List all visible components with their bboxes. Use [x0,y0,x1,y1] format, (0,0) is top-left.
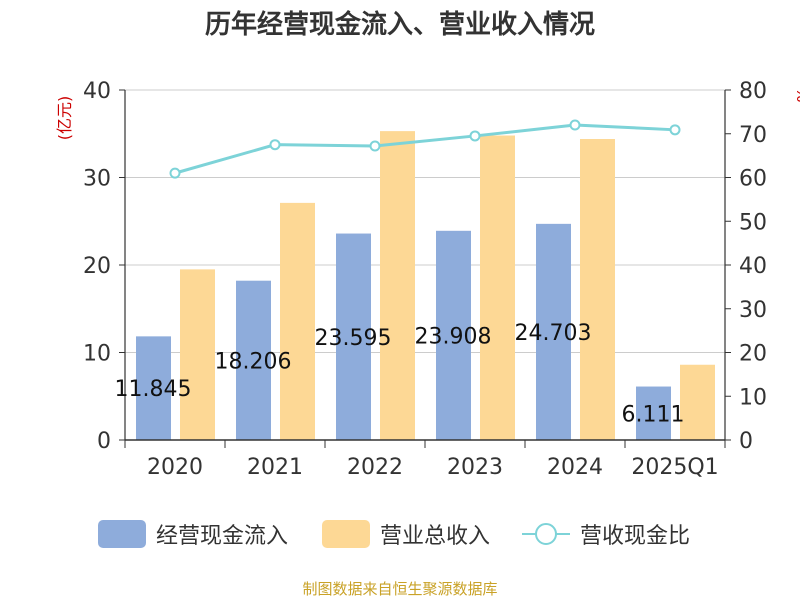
bar-cash-inflow [136,336,171,440]
legend-label-cash: 经营现金流入 [156,524,289,549]
y-right-tick-label: 0 [739,429,753,454]
y-right-unit-label: % [793,87,800,102]
x-tick-label: 2024 [547,455,603,480]
bar-cash-inflow [336,233,371,440]
data-label-cash-inflow: 23.595 [315,326,392,351]
data-label-cash-inflow: 18.206 [215,349,292,374]
legend-swatch-cash [98,520,146,548]
x-tick-label: 2025Q1 [631,455,718,480]
ratio-point [669,124,681,136]
bar-cash-inflow [636,386,671,440]
ratio-point [369,140,381,152]
legend-swatch-revenue [322,520,370,548]
data-label-cash-inflow: 6.111 [622,402,685,427]
bar-revenue [580,139,615,440]
bar-revenue [480,135,515,440]
ratio-point [469,130,481,142]
x-tick-label: 2023 [447,455,503,480]
y-right-tick-label: 80 [739,79,767,104]
y-right-tick-label: 20 [739,342,767,367]
bar-revenue [180,269,215,440]
bar-revenue [380,131,415,440]
data-label-cash-inflow: 24.703 [515,321,592,346]
y-left-tick-label: 0 [97,429,111,454]
data-label-cash-inflow: 11.845 [115,377,192,402]
bar-cash-inflow [536,223,571,440]
ratio-line [174,123,676,175]
y-left-tick-label: 40 [83,79,111,104]
data-label-cash-inflow: 23.908 [415,324,492,349]
legend-line-ratio [522,520,570,548]
y-left-unit-label: (亿元) [55,96,74,141]
legend-item-ratio[interactable]: 营收现金比 [522,516,690,552]
x-tick-label: 2020 [147,455,203,480]
bar-cash-inflow [236,280,271,440]
bar-revenue [280,202,315,440]
source-note: 制图数据来自恒生聚源数据库 [302,580,498,598]
y-right-tick-label: 50 [739,210,767,235]
ratio-point [569,119,581,131]
legend-label-revenue: 营业总收入 [380,524,491,549]
legend-label-ratio: 营收现金比 [580,524,691,549]
legend-item-cash[interactable]: 经营现金流入 [98,516,288,552]
y-left-tick-label: 30 [83,167,111,192]
y-right-tick-label: 10 [739,385,767,410]
y-right-tick-label: 60 [739,167,767,192]
legend: 经营现金流入 营业总收入 营收现金比 [0,516,800,552]
chart-title: 历年经营现金流入、营业收入情况 [204,10,595,40]
ratio-point [269,139,281,151]
y-right-tick-label: 70 [739,123,767,148]
y-right-tick-label: 30 [739,298,767,323]
x-tick-label: 2022 [347,455,403,480]
x-tick-label: 2021 [247,455,303,480]
ratio-point [169,167,181,179]
y-left-tick-label: 20 [83,254,111,279]
y-left-tick-label: 10 [83,342,111,367]
bar-revenue [680,364,715,440]
bar-cash-inflow [436,230,471,440]
y-right-tick-label: 40 [739,254,767,279]
legend-item-revenue[interactable]: 营业总收入 [322,516,490,552]
